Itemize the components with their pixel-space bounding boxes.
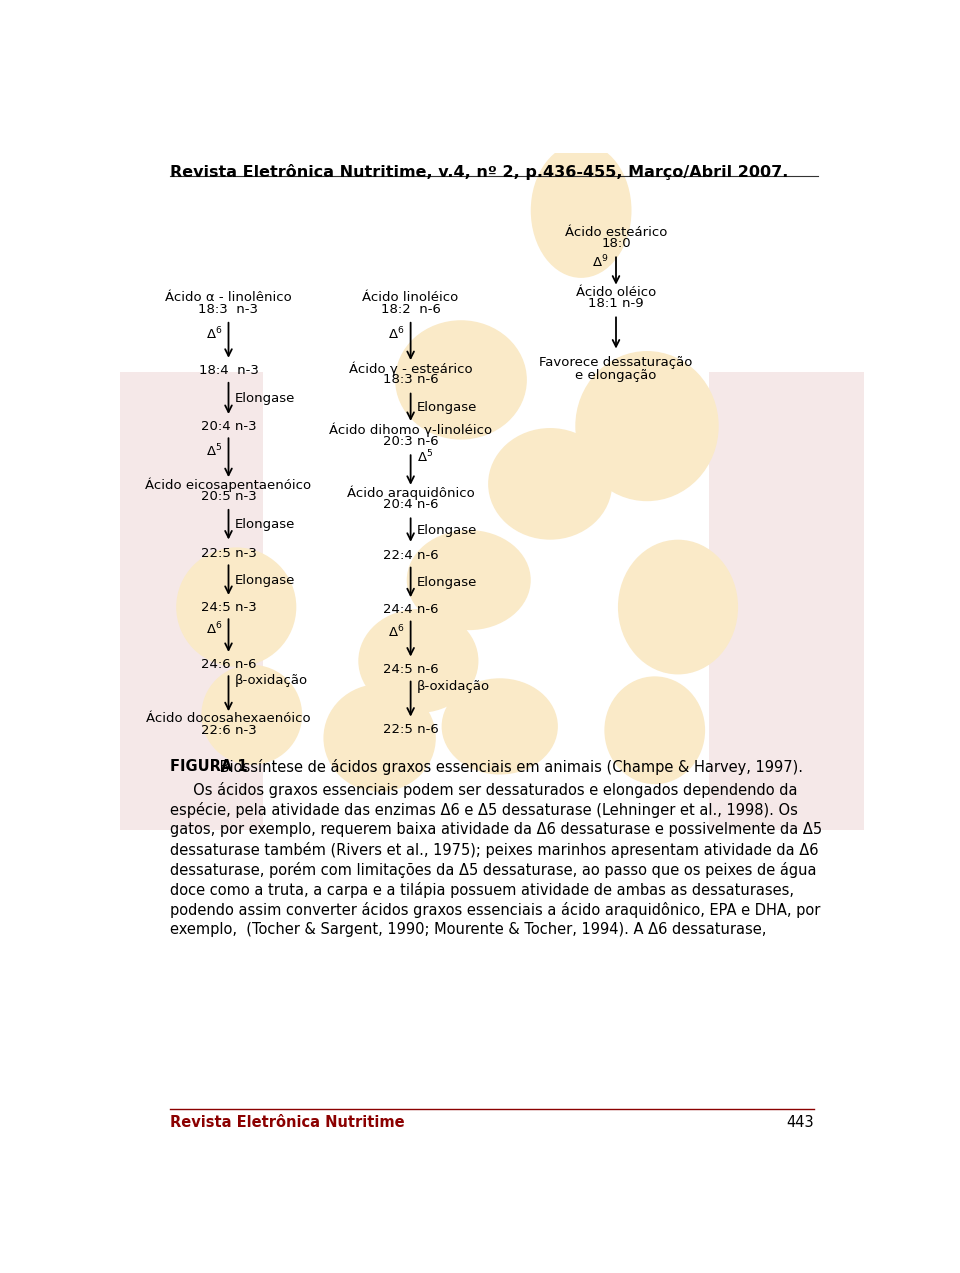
Text: β-oxidação: β-oxidação (234, 675, 308, 687)
Text: Ácido docosahexaenóico: Ácido docosahexaenóico (146, 712, 311, 726)
Text: Favorece dessaturação: Favorece dessaturação (540, 356, 693, 369)
Text: gatos, por exemplo, requerem baixa atividade da Δ6 dessaturase e possivelmente d: gatos, por exemplo, requerem baixa ativi… (170, 822, 823, 836)
Text: 24:5 n-6: 24:5 n-6 (383, 663, 439, 676)
Ellipse shape (358, 608, 478, 713)
Text: 24:4 n-6: 24:4 n-6 (383, 603, 439, 616)
Text: 22:6 n-3: 22:6 n-3 (201, 724, 256, 737)
Text: FIGURA 1: FIGURA 1 (170, 759, 248, 774)
Text: 22:5 n-6: 22:5 n-6 (383, 723, 439, 736)
Text: Elongase: Elongase (417, 575, 477, 589)
Ellipse shape (177, 547, 297, 667)
Text: 18:2  n-6: 18:2 n-6 (381, 303, 441, 316)
Text: Ácido α - linolênico: Ácido α - linolênico (165, 292, 292, 304)
Text: Elongase: Elongase (417, 523, 477, 536)
Text: Ácido oléico: Ácido oléico (576, 285, 656, 299)
Ellipse shape (324, 684, 436, 792)
Text: Revista Eletrônica Nutritime: Revista Eletrônica Nutritime (170, 1115, 405, 1130)
FancyBboxPatch shape (709, 372, 864, 830)
Text: espécie, pela atividade das enzimas Δ6 e Δ5 dessaturase (Lehninger et al., 1998): espécie, pela atividade das enzimas Δ6 e… (170, 802, 799, 817)
Text: dessaturase também (Rivers et al., 1975); peixes marinhos apresentam atividade d: dessaturase também (Rivers et al., 1975)… (170, 841, 819, 858)
Ellipse shape (531, 143, 632, 278)
Text: Elongase: Elongase (234, 574, 295, 587)
Text: 20:4 n-3: 20:4 n-3 (201, 420, 256, 433)
Text: $\Delta^5$: $\Delta^5$ (206, 443, 223, 460)
Text: Ácido dihomo γ-linoléico: Ácido dihomo γ-linoléico (329, 423, 492, 437)
Text: 18:4  n-3: 18:4 n-3 (199, 364, 258, 377)
Text: doce como a truta, a carpa e a tilápia possuem atividade de ambas as dessaturase: doce como a truta, a carpa e a tilápia p… (170, 882, 794, 897)
Ellipse shape (407, 530, 531, 630)
Ellipse shape (575, 351, 719, 502)
Text: e elongação: e elongação (575, 369, 657, 382)
Ellipse shape (618, 540, 738, 675)
Text: 18:0: 18:0 (601, 237, 631, 250)
Text: β-oxidação: β-oxidação (417, 680, 490, 693)
Ellipse shape (442, 679, 558, 774)
Text: 20:4 n-6: 20:4 n-6 (383, 498, 439, 512)
Ellipse shape (396, 321, 527, 439)
Text: 22:5 n-3: 22:5 n-3 (201, 546, 256, 560)
Ellipse shape (202, 665, 302, 765)
Text: 20:5 n-3: 20:5 n-3 (201, 490, 256, 503)
Text: 443: 443 (786, 1115, 814, 1130)
Text: exemplo,  (Tocher & Sargent, 1990; Mourente & Tocher, 1994). A Δ6 dessaturase,: exemplo, (Tocher & Sargent, 1990; Mouren… (170, 922, 767, 937)
Text: Ácido araquidônico: Ácido araquidônico (347, 486, 474, 500)
Text: Ácido esteárico: Ácido esteárico (564, 225, 667, 238)
Text: $\Delta^6$: $\Delta^6$ (205, 620, 223, 636)
Text: $\Delta^6$: $\Delta^6$ (388, 326, 404, 342)
Text: 18:1 n-9: 18:1 n-9 (588, 297, 644, 311)
Text: Elongase: Elongase (234, 392, 295, 405)
Text: 24:5 n-3: 24:5 n-3 (201, 601, 256, 614)
Text: Ácido eicosapentaenóico: Ácido eicosapentaenóico (145, 477, 312, 491)
Text: Elongase: Elongase (234, 518, 295, 531)
Text: Biossíntese de ácidos graxos essenciais em animais (Champe & Harvey, 1997).: Biossíntese de ácidos graxos essenciais … (215, 759, 804, 775)
Text: podendo assim converter ácidos graxos essenciais a ácido araquidônico, EPA e DHA: podendo assim converter ácidos graxos es… (170, 903, 821, 918)
Text: Revista Eletrônica Nutritime, v.4, nº 2, p.436-455, Março/Abril 2007.: Revista Eletrônica Nutritime, v.4, nº 2,… (170, 164, 789, 181)
Text: Ácido γ - esteárico: Ácido γ - esteárico (348, 362, 472, 376)
Text: $\Delta^6$: $\Delta^6$ (388, 624, 404, 640)
Text: $\Delta^6$: $\Delta^6$ (205, 326, 223, 342)
Text: Elongase: Elongase (417, 401, 477, 414)
Ellipse shape (605, 676, 706, 784)
Text: 18:3 n-6: 18:3 n-6 (383, 373, 439, 387)
Text: 22:4 n-6: 22:4 n-6 (383, 549, 439, 561)
Text: Os ácidos graxos essenciais podem ser dessaturados e elongados dependendo da: Os ácidos graxos essenciais podem ser de… (170, 782, 798, 798)
Text: 18:3  n-3: 18:3 n-3 (199, 303, 258, 316)
FancyBboxPatch shape (120, 372, 263, 830)
Text: Ácido linoléico: Ácido linoléico (363, 292, 459, 304)
Text: 24:6 n-6: 24:6 n-6 (201, 658, 256, 671)
Ellipse shape (488, 428, 612, 540)
Text: $\Delta^9$: $\Delta^9$ (591, 253, 609, 270)
Text: 20:3 n-6: 20:3 n-6 (383, 435, 439, 448)
Text: $\Delta^5$: $\Delta^5$ (417, 448, 433, 465)
Text: dessaturase, porém com limitações da Δ5 dessaturase, ao passo que os peixes de á: dessaturase, porém com limitações da Δ5 … (170, 862, 817, 878)
